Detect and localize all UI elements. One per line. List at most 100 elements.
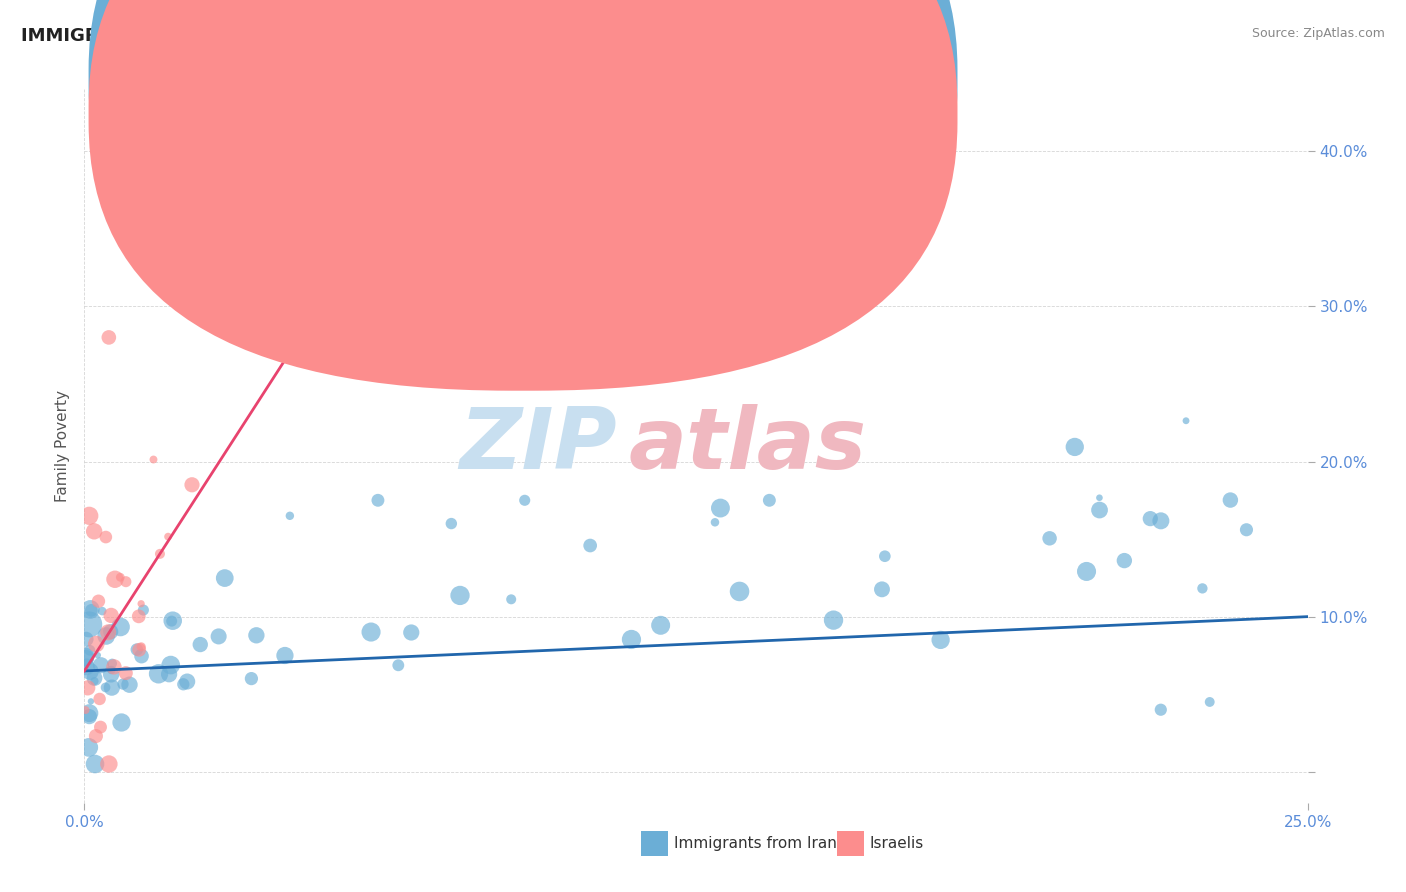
Y-axis label: Family Poverty: Family Poverty bbox=[55, 390, 70, 502]
Point bbox=[80, 694, 103, 708]
Point bbox=[131, 649, 153, 664]
Point bbox=[274, 648, 297, 663]
Point bbox=[101, 657, 124, 671]
Point bbox=[149, 547, 172, 561]
Point bbox=[91, 604, 114, 618]
Point bbox=[87, 648, 110, 663]
Point bbox=[129, 640, 152, 654]
Point bbox=[1088, 491, 1111, 505]
Point bbox=[259, 145, 281, 159]
Point bbox=[1063, 440, 1085, 454]
Point bbox=[94, 681, 117, 695]
Text: atlas: atlas bbox=[628, 404, 868, 488]
Point bbox=[1236, 523, 1258, 537]
Point bbox=[401, 625, 423, 640]
Point bbox=[76, 681, 98, 695]
Point bbox=[360, 625, 382, 640]
Point bbox=[387, 658, 409, 673]
Point bbox=[704, 516, 727, 530]
Point bbox=[208, 629, 231, 643]
Point bbox=[89, 692, 111, 706]
Point bbox=[1198, 695, 1220, 709]
Point bbox=[142, 452, 165, 467]
Point bbox=[75, 651, 97, 665]
Point bbox=[1114, 553, 1136, 567]
Point bbox=[1175, 414, 1198, 428]
Point bbox=[709, 501, 731, 516]
Point bbox=[128, 642, 150, 657]
Point bbox=[245, 628, 267, 642]
Point bbox=[118, 678, 141, 692]
Point bbox=[90, 658, 112, 673]
Text: R =  0.246   N = 80: R = 0.246 N = 80 bbox=[544, 69, 720, 87]
Point bbox=[129, 597, 152, 611]
Point bbox=[97, 330, 120, 344]
Point bbox=[110, 715, 132, 730]
Point bbox=[87, 594, 110, 608]
Point bbox=[873, 549, 896, 564]
Point bbox=[97, 757, 120, 772]
Point bbox=[75, 632, 97, 647]
Point bbox=[176, 674, 198, 689]
Point bbox=[1219, 493, 1241, 508]
Point bbox=[79, 665, 101, 679]
Point bbox=[83, 671, 105, 685]
Point bbox=[77, 508, 100, 523]
Point bbox=[929, 632, 952, 647]
Point bbox=[440, 516, 463, 531]
Point bbox=[89, 720, 111, 734]
Point bbox=[449, 589, 471, 603]
Text: ZIP: ZIP bbox=[458, 404, 616, 488]
Point bbox=[104, 572, 127, 586]
Point bbox=[172, 677, 194, 691]
Point bbox=[1139, 511, 1161, 525]
Point bbox=[620, 632, 643, 647]
Point bbox=[100, 667, 122, 681]
Point bbox=[79, 643, 101, 657]
Point bbox=[1191, 582, 1213, 596]
Point bbox=[650, 618, 672, 632]
Point bbox=[132, 603, 155, 617]
Point bbox=[111, 677, 134, 691]
Point bbox=[77, 740, 100, 755]
Point bbox=[128, 609, 150, 624]
Point bbox=[79, 602, 101, 616]
Point bbox=[823, 613, 845, 627]
Point bbox=[188, 638, 211, 652]
Point bbox=[115, 574, 138, 589]
Point bbox=[94, 530, 117, 544]
Point bbox=[162, 614, 184, 628]
Point bbox=[214, 571, 236, 585]
Point bbox=[513, 493, 536, 508]
Point bbox=[84, 757, 107, 772]
Point bbox=[75, 703, 97, 717]
Point bbox=[110, 620, 132, 634]
Point bbox=[125, 642, 148, 657]
Bar bbox=[641, 831, 668, 856]
Point bbox=[103, 660, 125, 674]
Point bbox=[728, 584, 751, 599]
Point bbox=[77, 617, 100, 632]
Point bbox=[1150, 703, 1173, 717]
Point bbox=[100, 624, 122, 639]
Point bbox=[110, 570, 132, 584]
Point bbox=[97, 625, 120, 640]
Point bbox=[1076, 565, 1098, 579]
Bar bbox=[837, 831, 863, 856]
Point bbox=[1088, 503, 1111, 517]
Text: R =  0.511   N = 28: R = 0.511 N = 28 bbox=[544, 105, 720, 123]
Point bbox=[501, 592, 523, 607]
Point bbox=[100, 608, 122, 623]
Text: Israelis: Israelis bbox=[870, 836, 924, 851]
Point bbox=[579, 539, 602, 553]
Text: Source: ZipAtlas.com: Source: ZipAtlas.com bbox=[1251, 27, 1385, 40]
Point bbox=[157, 530, 180, 544]
Point bbox=[101, 681, 124, 695]
Point bbox=[114, 666, 136, 681]
Point bbox=[157, 667, 180, 681]
Point bbox=[159, 658, 181, 673]
Point bbox=[278, 508, 301, 523]
Point bbox=[75, 660, 97, 674]
Point bbox=[1150, 514, 1173, 528]
Point bbox=[240, 672, 263, 686]
